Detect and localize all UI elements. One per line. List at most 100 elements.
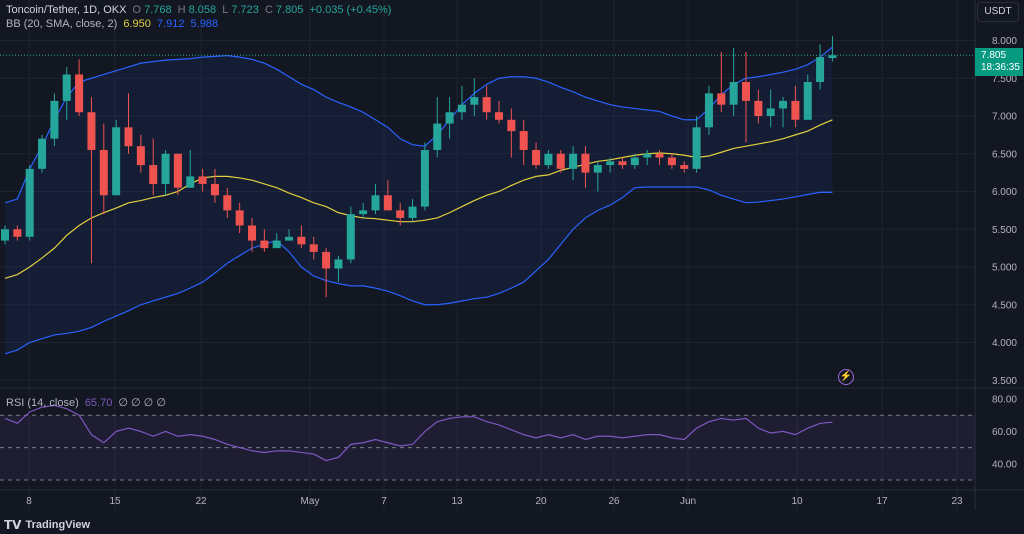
- x-tick-label: 20: [535, 496, 547, 507]
- bb-upper-line: [4, 46, 833, 204]
- candle-body: [210, 183, 219, 196]
- high-value: 8.058: [188, 4, 217, 16]
- x-tick-label: May: [301, 496, 320, 507]
- candle-body: [149, 165, 158, 184]
- candle-body: [754, 100, 763, 116]
- price-tick-label: 3.500: [992, 376, 1017, 387]
- candle-body: [334, 259, 343, 269]
- symbol-name: Toncoin/Tether, 1D, OKX: [6, 4, 127, 16]
- candle-body: [309, 244, 318, 252]
- candle-body: [161, 153, 170, 184]
- candle-body: [433, 123, 442, 150]
- candle-body: [99, 149, 108, 196]
- candle-body: [519, 131, 528, 150]
- x-tick-label: Jun: [680, 496, 696, 507]
- change-value: +0.035 (+0.45%): [309, 4, 392, 16]
- candle-body: [136, 146, 145, 166]
- x-tick-label: 22: [195, 496, 207, 507]
- lightning-icon[interactable]: ⚡: [838, 369, 854, 385]
- candle-body: [50, 100, 59, 139]
- rsi-tick-label: 80.00: [992, 395, 1017, 406]
- candle-body: [25, 168, 34, 237]
- last-price-value: 7.805: [981, 50, 1007, 61]
- high-label: H: [177, 4, 186, 16]
- candle-body: [495, 112, 503, 120]
- open-label: O: [132, 4, 142, 16]
- x-tick-label: 7: [381, 496, 387, 507]
- candle-body: [791, 100, 800, 120]
- close-label: C: [264, 4, 273, 16]
- candle-body: [75, 74, 84, 113]
- bb-legend: BB (20, SMA, close, 2) 6.950 7.912 5.988: [6, 18, 221, 30]
- x-tick-label: 10: [791, 496, 803, 507]
- candle-body: [198, 176, 207, 184]
- candle-body: [112, 127, 121, 196]
- x-tick-label: 13: [451, 496, 463, 507]
- candle-body: [272, 240, 281, 249]
- candle-body: [569, 153, 578, 169]
- candle-body: [223, 195, 232, 211]
- candle-body: [779, 100, 788, 109]
- candle-body: [667, 157, 676, 166]
- candle-body: [482, 97, 491, 113]
- rsi-label: RSI (14, close): [6, 397, 79, 409]
- bb-lower-value: 5.988: [190, 18, 219, 30]
- candle-body: [13, 229, 22, 237]
- candle-body: [828, 55, 837, 59]
- price-tick-label: 7.000: [992, 112, 1017, 123]
- bb-lower-line: [4, 186, 833, 355]
- candle-body: [87, 112, 96, 150]
- last-price-tag: 7.805 18:36:35: [975, 48, 1023, 76]
- x-tick-label: 26: [608, 496, 620, 507]
- candle-body: [655, 153, 664, 158]
- rsi-value: 65.70: [84, 397, 113, 409]
- candle-body: [556, 153, 565, 169]
- candle-body: [457, 104, 466, 113]
- candle-body: [766, 108, 775, 116]
- candle-body: [408, 206, 417, 218]
- candle-body: [1, 229, 9, 241]
- candle-body: [346, 214, 355, 260]
- candle-body: [420, 149, 429, 207]
- rsi-tick-label: 60.00: [992, 427, 1017, 438]
- candle-body: [717, 93, 726, 105]
- price-tick-label: 6.000: [992, 187, 1017, 198]
- price-tick-label: 5.500: [992, 225, 1017, 236]
- bar-countdown: 18:36:35: [981, 62, 1020, 73]
- price-tick-label: 4.000: [992, 338, 1017, 349]
- x-tick-label: 17: [876, 496, 888, 507]
- candle-body: [371, 195, 380, 211]
- rsi-tick-label: 40.00: [992, 459, 1017, 470]
- rsi-line: [4, 404, 833, 462]
- candle-body: [742, 82, 750, 101]
- candle-body: [544, 153, 553, 166]
- bb-label: BB (20, SMA, close, 2): [6, 18, 118, 30]
- candle-body: [643, 153, 652, 158]
- price-tick-label: 6.500: [992, 149, 1017, 160]
- candle-body: [396, 210, 405, 218]
- candle-body: [704, 93, 713, 128]
- price-tick-label: 7.500: [992, 74, 1017, 85]
- close-value: 7.805: [275, 4, 304, 16]
- bb-upper-value: 7.912: [156, 18, 185, 30]
- candle-body: [630, 157, 639, 166]
- price-tick-label: 8.000: [992, 36, 1017, 47]
- candle-body: [816, 57, 825, 83]
- candle-body: [235, 210, 244, 226]
- candle-body: [124, 127, 133, 147]
- candle-body: [383, 195, 392, 211]
- price-tick-label: 5.000: [992, 263, 1017, 274]
- brand-name: TradingView: [25, 519, 91, 531]
- low-value: 7.723: [231, 4, 259, 16]
- candle-body: [38, 138, 47, 169]
- tradingview-brand[interactable]: 𝗧𝗩 TradingView: [4, 518, 90, 532]
- quote-currency-button[interactable]: USDT: [977, 2, 1019, 22]
- candle-body: [62, 74, 71, 101]
- x-tick-label: 8: [26, 496, 32, 507]
- candle-body: [248, 225, 256, 241]
- candle-body: [186, 176, 195, 188]
- candle-body: [593, 165, 602, 173]
- low-label: L: [222, 4, 229, 16]
